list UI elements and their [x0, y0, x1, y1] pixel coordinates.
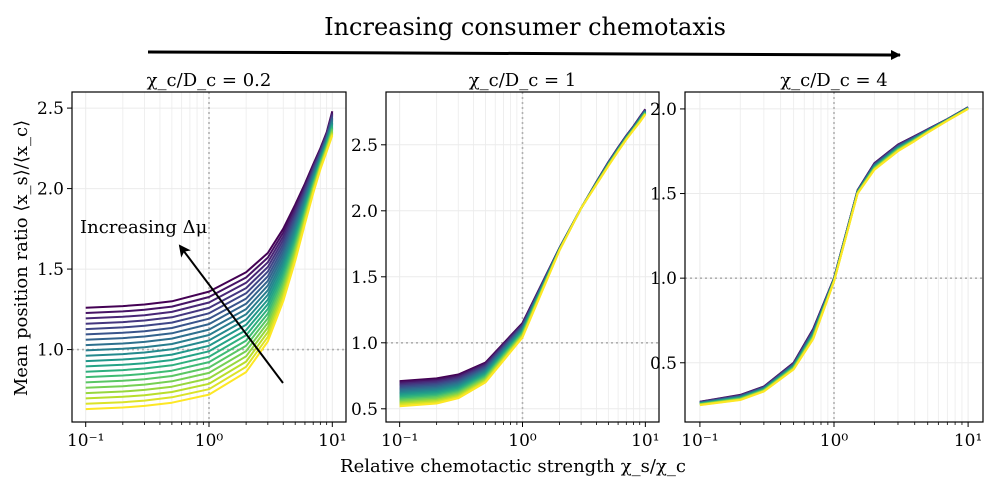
- x-tick-label: 10⁻¹: [381, 431, 418, 451]
- x-tick-label: 10⁰: [195, 431, 224, 451]
- x-tick-label: 10⁻¹: [67, 431, 104, 451]
- y-tick-label: 1.0: [650, 269, 677, 289]
- x-axis-label: Relative chemotactic strength χ_s/χ_c: [340, 456, 686, 477]
- banner-arrow: [147, 49, 901, 60]
- y-tick-label: 2.5: [351, 136, 378, 156]
- y-tick-label: 1.5: [37, 260, 64, 280]
- series-line-20: [699, 108, 969, 407]
- x-tick-label: 10¹: [318, 431, 346, 451]
- panel-3: 10⁻¹ 10⁰ 10¹ 0.5 1.0 1.5 2.0 χ_c/D_c = 4: [650, 70, 984, 451]
- y-tick-label: 1.5: [650, 185, 677, 205]
- banner-title: Increasing consumer chemotaxis: [324, 13, 726, 41]
- x-tick-label: 10⁰: [820, 431, 849, 451]
- y-axis-label: Mean position ratio ⟨x_s⟩/⟨x_c⟩: [11, 120, 32, 396]
- y-tick-label: 1.5: [351, 268, 378, 288]
- panel-title: χ_c/D_c = 1: [469, 70, 577, 91]
- panel-2: 10⁻¹ 10⁰ 10¹ 0.5 1.0 1.5 2.0 2.5 χ_c/D_c = 1: [351, 70, 660, 451]
- series-line-20: [85, 135, 334, 411]
- series-line-20: [399, 113, 647, 408]
- y-tick-label: 2.0: [650, 100, 677, 120]
- x-tick-label: 10¹: [954, 431, 982, 451]
- x-tick-label: 10¹: [631, 431, 659, 451]
- y-tick-label: 0.5: [351, 400, 378, 420]
- x-tick-label: 10⁻¹: [681, 431, 718, 451]
- y-tick-label: 1.0: [37, 341, 64, 361]
- y-tick-label: 2.5: [37, 99, 64, 119]
- y-tick-label: 1.0: [351, 334, 378, 354]
- y-tick-label: 2.0: [351, 202, 378, 222]
- y-tick-label: 2.0: [37, 180, 64, 200]
- panel-1: 10⁻¹ 10⁰ 10¹ 1.0 1.5 2.0 2.5 χ_c/D_c = 0.2: [37, 70, 347, 451]
- increasing-delta-mu-arrow: [178, 244, 284, 384]
- panel-title: χ_c/D_c = 0.2: [147, 70, 272, 91]
- panel-title: χ_c/D_c = 4: [780, 70, 888, 91]
- increasing-delta-mu-annotation: Increasing Δμ: [80, 217, 208, 238]
- x-tick-label: 10⁰: [508, 431, 537, 451]
- y-tick-label: 0.5: [650, 354, 677, 374]
